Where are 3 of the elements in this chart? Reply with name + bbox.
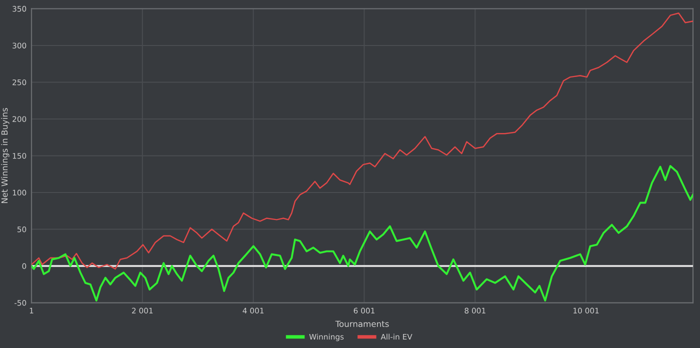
y-axis-title: Net Winnings in Buyins bbox=[1, 108, 10, 204]
x-axis-title: Tournaments bbox=[335, 320, 389, 328]
line-series bbox=[32, 12, 693, 270]
